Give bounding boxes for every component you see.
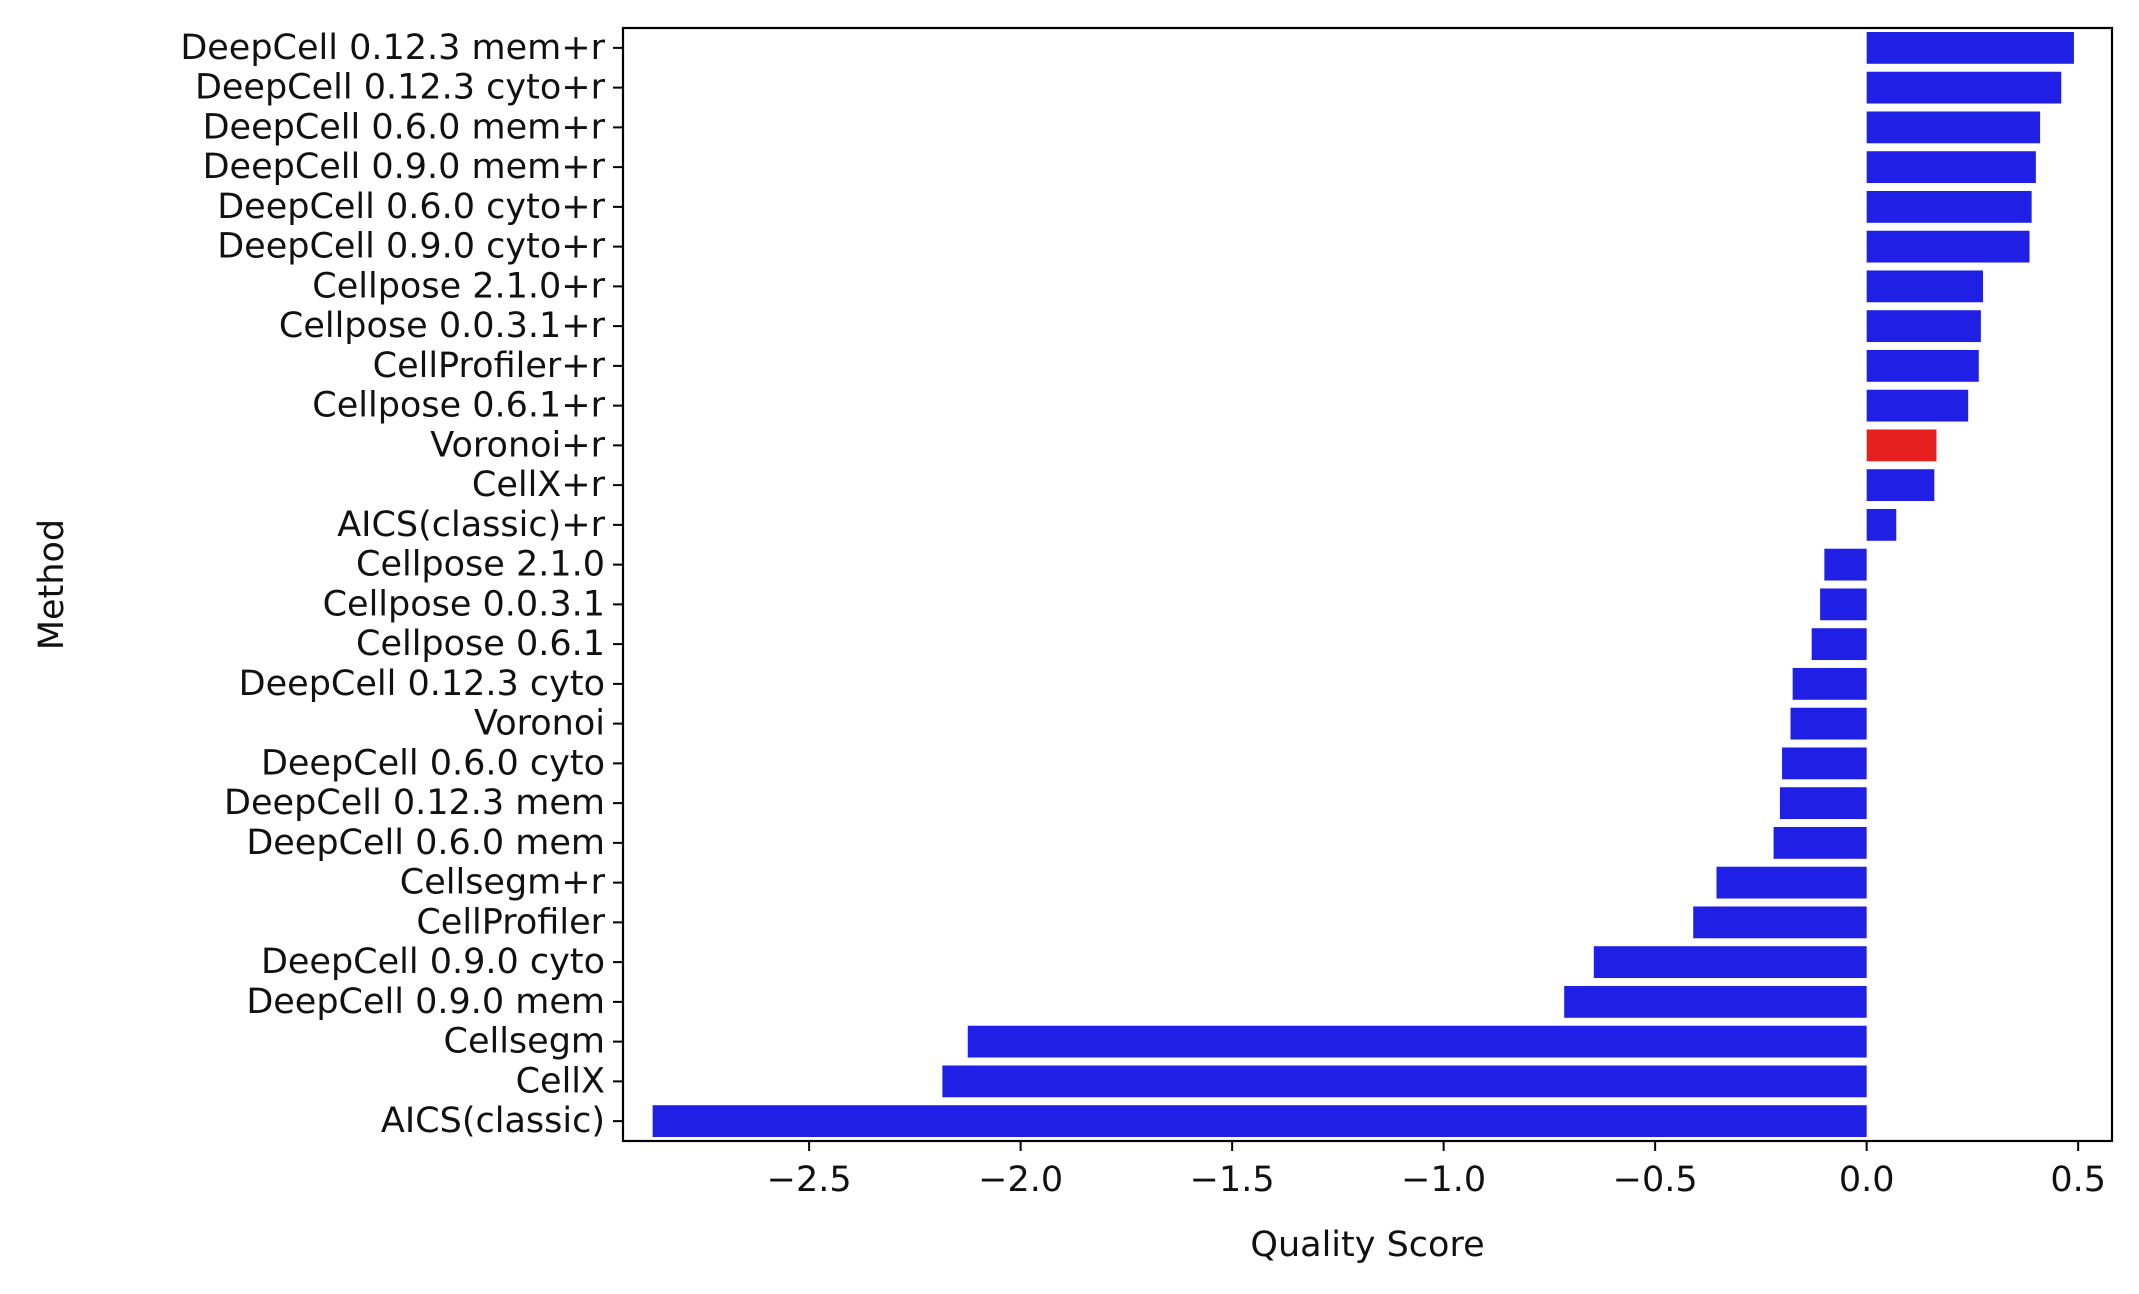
- bar-cellx-r: [1866, 469, 1935, 502]
- bars-group: [652, 31, 2074, 1138]
- x-axis-title: Quality Score: [1250, 1225, 1484, 1265]
- bar-deepcell-0-6-0-mem: [1773, 826, 1867, 859]
- y-tick-label: CellX+r: [472, 465, 606, 505]
- bar-deepcell-0-12-3-cyto: [1792, 667, 1867, 700]
- y-tick-label: Cellsegm: [444, 1022, 606, 1062]
- y-tick-label: DeepCell 0.9.0 cyto+r: [217, 227, 605, 267]
- bar-deepcell-0-6-0-mem-r: [1866, 111, 2041, 144]
- bar-deepcell-0-12-3-mem-r: [1866, 31, 2074, 64]
- bar-deepcell-0-12-3-mem: [1779, 787, 1867, 820]
- y-tick-label: Cellpose 2.1.0: [356, 545, 605, 585]
- y-tick-label: AICS(classic): [381, 1101, 605, 1141]
- y-tick-label: Voronoi+r: [430, 425, 605, 465]
- x-tick-label: −1.0: [1401, 1160, 1486, 1200]
- y-tick-label: AICS(classic)+r: [337, 505, 605, 545]
- bar-aics-classic-r: [1866, 508, 1897, 541]
- y-tick-label: DeepCell 0.6.0 mem+r: [203, 107, 606, 147]
- y-tick-label: DeepCell 0.6.0 mem: [246, 823, 605, 863]
- bar-cellpose-0-0-3-1: [1820, 588, 1867, 621]
- bar-deepcell-0-12-3-cyto-r: [1866, 71, 2062, 104]
- y-tick-label: DeepCell 0.12.3 mem: [224, 783, 605, 823]
- bar-cellpose-0-0-3-1-r: [1866, 310, 1981, 343]
- bar-deepcell-0-9-0-cyto-r: [1866, 230, 2030, 263]
- bar-deepcell-0-9-0-mem: [1564, 985, 1867, 1018]
- bar-cellx: [942, 1065, 1867, 1098]
- y-tick-label: CellProfiler+r: [373, 346, 606, 386]
- bar-deepcell-0-9-0-mem-r: [1866, 151, 2036, 184]
- bar-deepcell-0-9-0-cyto: [1593, 946, 1867, 979]
- bar-cellpose-2-1-0: [1824, 548, 1867, 581]
- y-tick-label: CellProfiler: [416, 902, 605, 942]
- bar-voronoi: [1790, 707, 1867, 740]
- bar-cellprofiler-r: [1866, 349, 1979, 382]
- y-tick-label: DeepCell 0.9.0 mem+r: [203, 147, 606, 187]
- bar-voronoi-r: [1866, 429, 1937, 462]
- bar-cellpose-2-1-0-r: [1866, 270, 1983, 303]
- y-tick-label: DeepCell 0.9.0 mem: [246, 982, 605, 1022]
- bar-cellpose-0-6-1: [1811, 628, 1867, 661]
- x-tick-label: 0.5: [2050, 1160, 2106, 1200]
- y-tick-label: Cellpose 0.6.1+r: [312, 386, 605, 426]
- bar-deepcell-0-6-0-cyto: [1782, 747, 1867, 780]
- x-tick-label: 0.0: [1839, 1160, 1895, 1200]
- x-tick-label: −2.0: [978, 1160, 1063, 1200]
- y-tick-label: DeepCell 0.6.0 cyto: [261, 743, 605, 783]
- y-tick-label: Cellpose 0.6.1: [356, 624, 605, 664]
- bar-cellpose-0-6-1-r: [1866, 389, 1969, 422]
- x-tick-label: −1.5: [1190, 1160, 1275, 1200]
- bar-cellsegm: [967, 1025, 1867, 1058]
- y-tick-label: DeepCell 0.6.0 cyto+r: [217, 187, 605, 227]
- y-tick-label: Cellpose 2.1.0+r: [312, 266, 605, 306]
- y-axis-title: Method: [32, 519, 72, 650]
- y-tick-label: Cellsegm+r: [400, 863, 606, 903]
- y-tick-label: DeepCell 0.9.0 cyto: [261, 942, 605, 982]
- x-tick-label: −2.5: [767, 1160, 852, 1200]
- y-tick-label: DeepCell 0.12.3 cyto: [239, 664, 605, 704]
- bar-deepcell-0-6-0-cyto-r: [1866, 190, 2032, 223]
- y-tick-label: Voronoi: [474, 704, 605, 744]
- y-tick-label: DeepCell 0.12.3 mem+r: [180, 28, 605, 68]
- y-tick-label: DeepCell 0.12.3 cyto+r: [195, 68, 606, 108]
- bar-cellsegm-r: [1716, 866, 1867, 899]
- x-axis: −2.5 −2.0 −1.5 −1.0 −0.5 0.0 0.5: [767, 1141, 2106, 1200]
- plot-frame: [621, 26, 2114, 1143]
- y-tick-label: Cellpose 0.0.3.1: [323, 584, 605, 624]
- y-tick-label: Cellpose 0.0.3.1+r: [279, 306, 606, 346]
- bar-cellprofiler: [1693, 906, 1867, 939]
- bar-aics-classic: [652, 1105, 1867, 1138]
- x-tick-label: −0.5: [1613, 1160, 1698, 1200]
- y-tick-label: CellX: [516, 1061, 605, 1101]
